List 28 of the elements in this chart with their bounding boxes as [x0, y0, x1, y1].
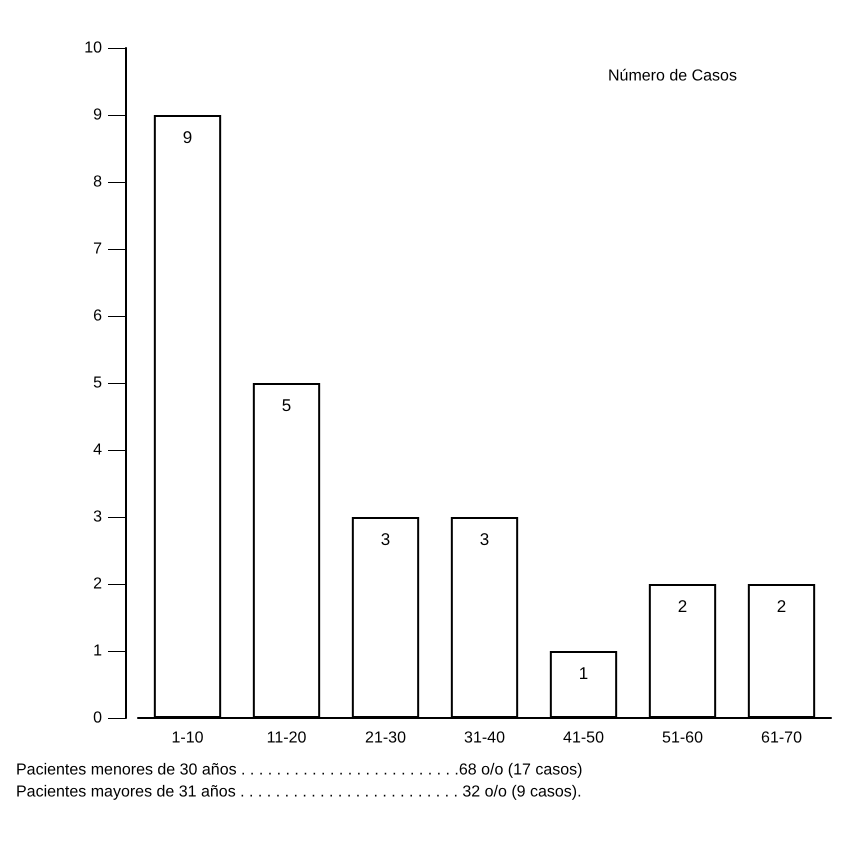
x-tick-label: 51-60 — [662, 730, 704, 746]
data-label: 1 — [578, 664, 588, 683]
text: Pacientes mayores de 31 años . . . . . . . . . . . . . . . . . . . . . . . . . 32 o/o (9 casos). — [16, 784, 582, 800]
data-label: 5 — [282, 396, 292, 415]
y-tick-label: 9 — [93, 106, 102, 124]
y-tick-label: 5 — [93, 374, 102, 392]
x-tick-label: 41-50 — [563, 730, 604, 746]
y-axis-title: Número de Casos — [608, 68, 737, 84]
y-tick-label: 1 — [93, 642, 102, 660]
x-tick-label: 21-30 — [365, 730, 406, 746]
data-label: 3 — [480, 530, 490, 549]
y-tick-label: 6 — [93, 308, 102, 324]
x-tick-label: 61-70 — [761, 730, 802, 746]
data-label: 3 — [380, 530, 390, 549]
x-tick-label: 1-10 — [171, 730, 204, 746]
data-label: 2 — [678, 597, 688, 616]
x-tick-label: 31-40 — [464, 730, 506, 746]
y-tick-label: 0 — [93, 710, 102, 726]
y-tick-label: 7 — [93, 240, 102, 258]
x-tick-label: 11-20 — [266, 730, 306, 746]
y-tick-label: 2 — [93, 576, 102, 592]
data-label: 9 — [182, 128, 192, 147]
y-tick-label: 4 — [93, 442, 102, 458]
data-label: 2 — [776, 597, 786, 616]
text: Pacientes menores de 30 años . . . . . . . . . . . . . . . . . . . . . . . . .68 o/o (17 casos) — [16, 762, 582, 778]
y-tick-label: 3 — [93, 508, 102, 526]
y-tick-label: 8 — [93, 174, 102, 190]
y-tick-label: 10 — [84, 40, 102, 56]
